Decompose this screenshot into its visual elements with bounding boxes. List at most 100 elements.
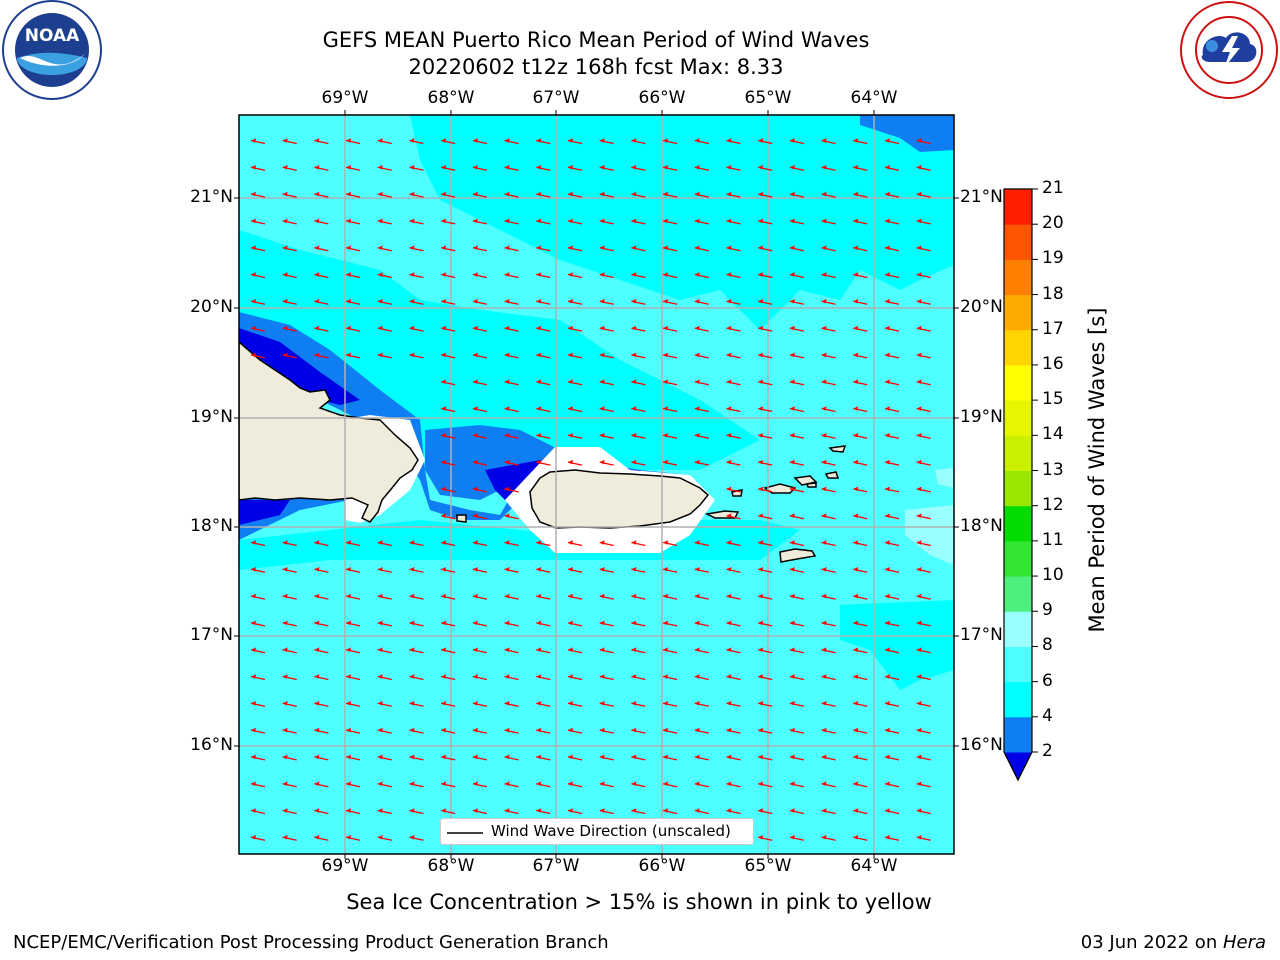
wind-arrow bbox=[758, 540, 773, 547]
wind-arrow bbox=[377, 325, 392, 332]
wind-arrow bbox=[662, 701, 678, 707]
wind-arrow bbox=[567, 352, 583, 359]
wind-arrow bbox=[504, 406, 519, 413]
wind-arrow bbox=[758, 781, 773, 788]
wind-arrow bbox=[409, 674, 424, 681]
wind-arrow bbox=[758, 513, 773, 520]
wind-arrow bbox=[662, 754, 678, 761]
wind-arrow bbox=[599, 272, 614, 279]
wind-arrow bbox=[853, 218, 868, 225]
wind-arrow bbox=[758, 593, 773, 600]
wind-arrow bbox=[599, 325, 614, 332]
wind-arrow bbox=[821, 727, 836, 734]
wind-arrow bbox=[726, 701, 741, 707]
wind-arrow bbox=[884, 433, 900, 439]
wind-arrow bbox=[472, 808, 488, 815]
wind-arrow bbox=[504, 593, 519, 600]
wind-arrow bbox=[567, 325, 583, 332]
wind-arrow bbox=[536, 433, 551, 439]
wind-arrow bbox=[567, 165, 583, 171]
footer-branch: NCEP/EMC/Verification Post Processing Pr… bbox=[13, 932, 609, 953]
wind-arrow bbox=[821, 459, 836, 466]
wind-arrow bbox=[884, 540, 900, 547]
wind-arrow bbox=[726, 620, 741, 627]
wind-arrow bbox=[536, 593, 551, 600]
wind-arrow bbox=[631, 781, 646, 788]
wind-arrow bbox=[441, 808, 456, 815]
wind-arrow bbox=[853, 647, 868, 654]
nws-logo bbox=[1178, 0, 1280, 102]
wind-arrow bbox=[314, 325, 329, 332]
colorbar-tick-label: 18 bbox=[1042, 283, 1064, 304]
wind-arrow bbox=[631, 647, 646, 654]
wind-arrow bbox=[662, 272, 678, 279]
wind-arrow bbox=[504, 620, 519, 627]
wind-arrow bbox=[441, 727, 456, 734]
wind-arrow bbox=[694, 567, 709, 573]
wind-arrow bbox=[853, 299, 868, 305]
wind-arrow bbox=[694, 620, 709, 627]
wind-arrow bbox=[567, 620, 583, 627]
wind-arrow bbox=[377, 272, 392, 279]
wind-arrow bbox=[441, 191, 456, 198]
wind-arrow bbox=[377, 835, 392, 841]
wind-arrow bbox=[821, 379, 836, 386]
wind-arrow bbox=[916, 754, 931, 761]
lat-label: 18°N bbox=[960, 516, 1003, 536]
wind-arrow bbox=[789, 593, 805, 600]
wind-arrow bbox=[472, 701, 488, 707]
colorbar-segment bbox=[1004, 224, 1032, 260]
wind-arrow bbox=[662, 191, 678, 198]
wind-arrow bbox=[282, 272, 297, 279]
wind-arrow bbox=[504, 191, 519, 198]
wind-arrow bbox=[631, 406, 646, 413]
wind-arrow bbox=[282, 299, 297, 305]
wind-arrow bbox=[282, 727, 297, 734]
wind-arrow bbox=[314, 781, 329, 788]
wind-arrow bbox=[250, 781, 266, 788]
wind-arrow bbox=[789, 754, 805, 761]
wind-arrow bbox=[536, 406, 551, 413]
wind-arrow bbox=[314, 191, 329, 198]
wind-arrow bbox=[345, 701, 361, 707]
colorbar-tick-label: 15 bbox=[1042, 389, 1064, 410]
wind-arrow bbox=[821, 835, 836, 841]
wind-arrow bbox=[536, 701, 551, 707]
wind-arrow bbox=[441, 567, 456, 573]
hispaniola bbox=[239, 341, 419, 523]
wind-arrow bbox=[472, 138, 488, 145]
noaa-logo-text: NOAA bbox=[25, 26, 80, 46]
lat-label: 17°N bbox=[960, 625, 1003, 645]
wind-arrow bbox=[821, 567, 836, 573]
wind-arrow bbox=[631, 433, 646, 439]
wind-arrow bbox=[377, 567, 392, 573]
wind-arrow bbox=[441, 218, 456, 225]
wind-arrow bbox=[916, 245, 931, 252]
wind-arrow bbox=[726, 245, 741, 252]
wind-arrow bbox=[377, 808, 392, 815]
wind-arrow bbox=[758, 486, 773, 493]
wind-arrow bbox=[599, 674, 614, 681]
wind-arrow bbox=[250, 352, 266, 359]
wind-arrow bbox=[536, 808, 551, 815]
lon-label: 64°W bbox=[850, 88, 898, 108]
wind-arrow bbox=[726, 540, 741, 547]
wind-arrow bbox=[504, 299, 519, 305]
wind-arrow bbox=[884, 325, 900, 332]
lon-label: 66°W bbox=[638, 856, 686, 876]
wind-arrow bbox=[250, 272, 266, 279]
wind-arrow bbox=[250, 620, 266, 627]
wind-arrow bbox=[789, 272, 805, 279]
wind-arrow bbox=[853, 620, 868, 627]
wind-arrow bbox=[694, 138, 709, 145]
wind-arrow bbox=[536, 540, 551, 547]
wind-arrow bbox=[536, 245, 551, 252]
lat-label: 19°N bbox=[190, 407, 233, 427]
wind-arrow bbox=[853, 727, 868, 734]
wind-arrow bbox=[662, 325, 678, 332]
wind-arrow bbox=[916, 701, 931, 707]
wind-arrow bbox=[726, 433, 741, 439]
wind-arrow bbox=[377, 165, 392, 171]
wind-arrow bbox=[916, 674, 931, 681]
colorbar-extend bbox=[1003, 751, 1033, 782]
